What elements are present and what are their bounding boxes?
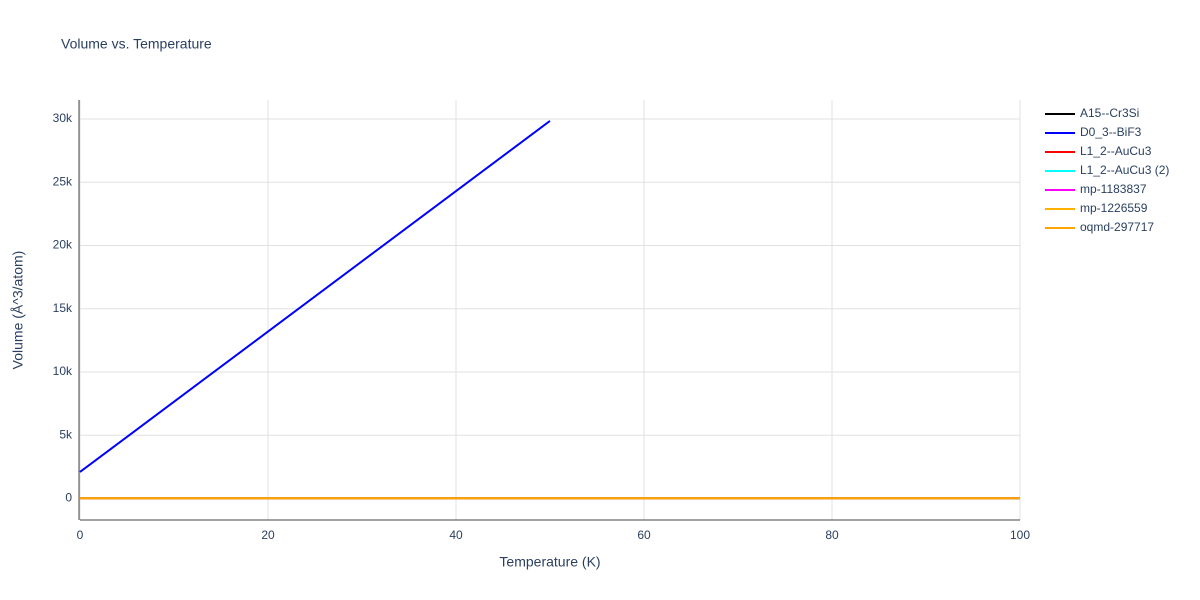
x-tick-label: 100: [1010, 528, 1030, 542]
legend-label: oqmd-297717: [1080, 220, 1154, 234]
line: [79, 120, 551, 473]
legend-label: D0_3--BiF3: [1080, 125, 1142, 139]
legend-label: L1_2--AuCu3 (2): [1080, 163, 1169, 177]
y-axis-title: Volume (Å^3/atom): [10, 251, 26, 370]
chart-title: Volume vs. Temperature: [61, 36, 212, 52]
y-tick-label: 10k: [53, 364, 73, 378]
y-tick-label: 25k: [53, 174, 73, 188]
x-tick-label: 40: [449, 528, 463, 542]
x-tick-label: 20: [261, 528, 275, 542]
y-tick-label: 0: [65, 491, 72, 505]
legend-label: A15--Cr3Si: [1080, 106, 1139, 120]
legend-label: mp-1226559: [1080, 201, 1148, 215]
legend-label: mp-1183837: [1080, 182, 1147, 196]
y-tick-label: 30k: [53, 111, 73, 125]
x-axis-title: Temperature (K): [499, 554, 600, 570]
x-tick-label: 0: [77, 528, 84, 542]
y-tick-label: 20k: [53, 238, 73, 252]
x-tick-label: 80: [825, 528, 839, 542]
legend-label: L1_2--AuCu3: [1080, 144, 1152, 158]
y-tick-label: 5k: [59, 427, 73, 441]
y-tick-label: 15k: [53, 301, 73, 315]
x-tick-label: 60: [637, 528, 651, 542]
